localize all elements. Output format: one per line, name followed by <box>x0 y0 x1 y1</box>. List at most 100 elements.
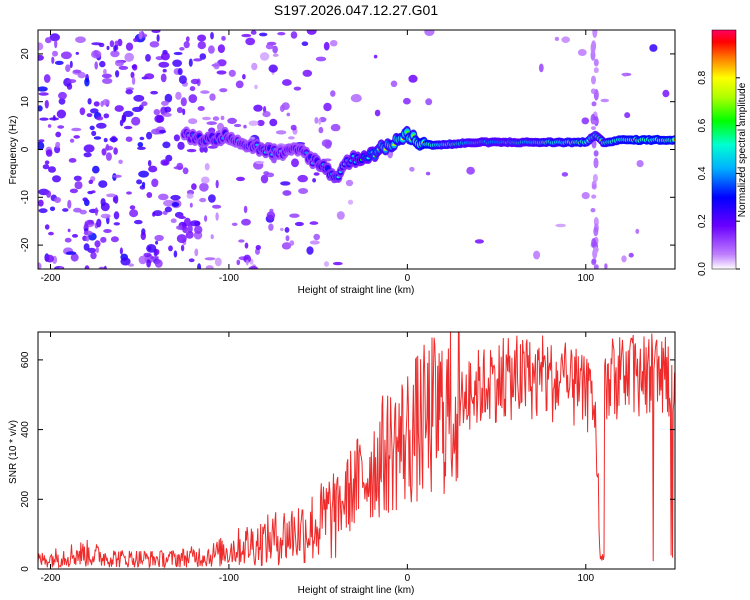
heatmap-cell <box>100 236 107 243</box>
heatmap-cell <box>636 160 644 168</box>
snr-x-ticks: -200 -100 0 100 <box>40 332 595 584</box>
heatmap-cell <box>591 184 597 190</box>
heatmap-cell <box>309 221 319 225</box>
heatmap-cell <box>336 211 345 220</box>
heatmap-cell <box>282 190 292 196</box>
heatmap-cell <box>277 32 286 36</box>
heatmap-cell <box>151 178 159 188</box>
heatmap-cell <box>189 202 193 208</box>
heatmap-cell <box>350 94 362 103</box>
heatmap-cell <box>125 136 133 142</box>
x-tick-label: -200 <box>40 273 60 284</box>
heatmap-cell <box>283 242 292 249</box>
heatmap-cell <box>312 178 316 183</box>
colorbar-tick-label: 0.8 <box>697 70 708 84</box>
heatmap-cell <box>94 240 101 248</box>
heatmap-cell <box>38 262 42 269</box>
heatmap-cell <box>210 32 214 40</box>
heatmap-cell <box>112 196 117 203</box>
heatmap-cell <box>177 215 185 219</box>
heatmap-cell <box>73 207 82 213</box>
heatmap-cell <box>593 246 599 254</box>
heatmap-cell <box>119 247 123 255</box>
heatmap-cell <box>84 221 95 225</box>
heatmap-cell <box>208 45 215 54</box>
heatmap-cell <box>199 197 207 203</box>
heatmap-cell <box>100 198 106 207</box>
heatmap-cell <box>69 138 75 143</box>
heatmap-cell <box>55 141 61 149</box>
heatmap-cell <box>38 139 45 143</box>
heatmap-cell <box>180 244 185 252</box>
heatmap-cell <box>69 188 78 194</box>
heatmap-cell <box>294 221 304 227</box>
heatmap-cell <box>83 152 92 158</box>
heatmap-cell <box>266 211 276 220</box>
heatmap-cell <box>591 119 597 125</box>
heatmap-cell <box>101 148 107 156</box>
heatmap-cell <box>109 136 118 143</box>
heatmap-cell <box>149 41 160 48</box>
heatmap-cell <box>134 219 143 225</box>
heatmap-cell <box>83 144 95 153</box>
heatmap-cell <box>591 101 597 107</box>
heatmap-cell <box>151 128 162 135</box>
heatmap-cell <box>205 265 214 269</box>
heatmap-cell <box>217 44 225 53</box>
heatmap-cell <box>154 259 163 268</box>
heatmap-cell <box>44 224 50 230</box>
heatmap-cell <box>290 31 298 39</box>
heatmap-cell <box>238 239 245 243</box>
y-tick-label: 0 <box>20 566 31 572</box>
heatmap-cell <box>199 182 209 192</box>
heatmap-cell <box>254 84 258 90</box>
heatmap-cell <box>118 159 123 164</box>
heatmap-cell <box>148 165 158 173</box>
heatmap-cell <box>139 136 145 141</box>
heatmap-cell <box>74 181 83 190</box>
heatmap-cell <box>215 179 219 189</box>
heatmap-cell <box>138 104 144 111</box>
heatmap-cell <box>38 141 45 151</box>
heatmap-cell <box>141 181 146 188</box>
heatmap-cell <box>164 93 173 103</box>
colorbar-label: Normalized spectral amplitude <box>737 82 748 217</box>
heatmap-cell <box>118 65 129 70</box>
heatmap-x-ticks: -200 -100 0 100 <box>40 30 595 284</box>
heatmap-cell <box>38 105 43 112</box>
heatmap-cell <box>183 41 190 49</box>
heatmap-cell <box>188 94 198 104</box>
heatmap-cell <box>593 150 599 157</box>
heatmap-cell <box>263 171 270 176</box>
heatmap-cell <box>164 106 172 113</box>
heatmap-cell <box>153 109 160 116</box>
heatmap-cell <box>185 36 190 42</box>
heatmap-cell <box>533 250 541 260</box>
heatmap-cell <box>200 90 210 94</box>
heatmap-cell <box>132 64 138 71</box>
heatmap-cell <box>123 110 134 117</box>
heatmap-cell <box>374 109 381 117</box>
heatmap-cell <box>109 40 115 48</box>
heatmap-cell <box>94 61 98 70</box>
heatmap-cell <box>48 231 54 236</box>
heatmap-cell <box>298 188 309 194</box>
heatmap-cell <box>216 70 227 75</box>
y-tick-label: 20 <box>20 48 31 60</box>
heatmap-cell <box>177 141 185 150</box>
heatmap-y-ticks: 20 10 0 -10 -20 <box>20 48 675 252</box>
heatmap-cell <box>138 255 147 265</box>
heatmap-cell <box>555 223 567 228</box>
heatmap-cell <box>179 47 185 51</box>
heatmap-cell <box>137 142 144 148</box>
heatmap-cell <box>158 193 169 201</box>
heatmap-cell <box>243 205 248 214</box>
heatmap-cell <box>227 117 237 124</box>
heatmap-cell <box>285 235 290 242</box>
heatmap-cell <box>291 158 299 168</box>
heatmap-cell <box>408 74 418 83</box>
heatmap-cell <box>197 41 206 50</box>
heatmap-cell <box>204 257 216 261</box>
heatmap-cell <box>113 147 118 155</box>
heatmap-cell <box>288 136 295 140</box>
